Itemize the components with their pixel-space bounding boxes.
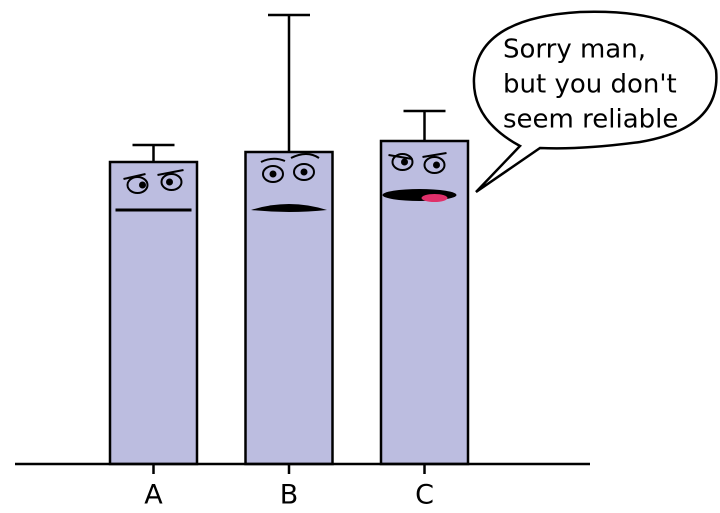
pupil — [166, 178, 173, 186]
face — [251, 153, 327, 212]
eyebrow — [157, 169, 184, 176]
pupil — [139, 181, 146, 189]
eyebrow — [388, 154, 413, 160]
x-tick-label: A — [144, 480, 163, 511]
mouth — [251, 204, 327, 212]
pupil — [401, 158, 408, 166]
tongue — [421, 194, 448, 202]
pupil — [300, 168, 308, 176]
eyebrow — [290, 153, 320, 159]
bar — [244, 150, 334, 466]
eye — [126, 176, 149, 194]
bar — [108, 160, 199, 466]
annotation: Sorry man, but you don't seem reliable — [503, 35, 678, 135]
eyebrow — [260, 157, 286, 163]
annotation-line: seem reliable — [503, 105, 678, 135]
face — [382, 152, 457, 202]
x-tick-label: B — [280, 480, 299, 511]
face — [115, 169, 192, 212]
x-tick-label: C — [415, 480, 434, 511]
annotation-line: but you don't — [503, 70, 677, 100]
pupil — [269, 170, 277, 178]
eyebrow — [123, 173, 146, 180]
pupil — [433, 161, 440, 169]
annotation-line: Sorry man, — [503, 35, 646, 65]
speech-bubble — [472, 10, 718, 194]
eyebrow — [422, 152, 447, 158]
